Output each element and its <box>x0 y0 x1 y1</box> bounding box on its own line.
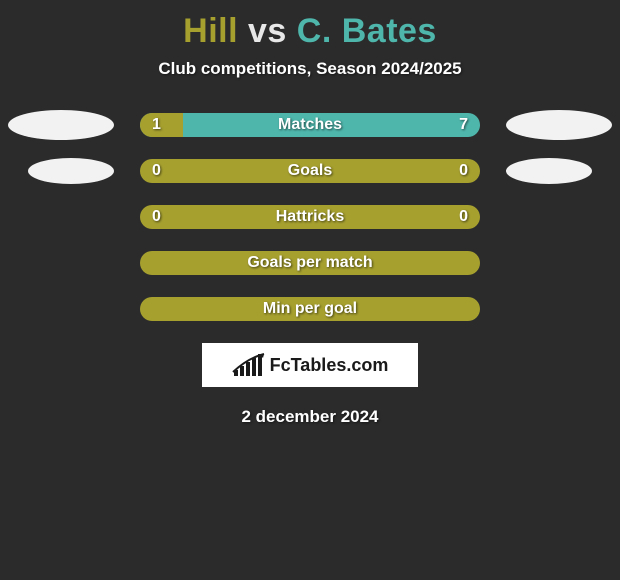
stat-label: Min per goal <box>140 297 480 321</box>
stat-value-right: 7 <box>459 113 468 137</box>
logo-text: FcTables.com <box>270 355 389 376</box>
logo-box: FcTables.com <box>202 343 418 387</box>
stat-bar: Goals per match <box>140 251 480 275</box>
stat-bar: Min per goal <box>140 297 480 321</box>
stat-label: Goals per match <box>140 251 480 275</box>
subtitle: Club competitions, Season 2024/2025 <box>0 59 620 79</box>
player2-badge <box>506 158 592 184</box>
date-text: 2 december 2024 <box>0 407 620 427</box>
stats-container: Matches17Goals00Hattricks00Goals per mat… <box>0 113 620 321</box>
player1-badge <box>28 158 114 184</box>
stat-row: Hattricks0 0 <box>0 205 620 229</box>
player1-badge <box>8 110 114 140</box>
vs-separator: vs <box>248 12 287 50</box>
stat-row: Min per goal <box>0 297 620 321</box>
stat-value-right: 0 <box>459 159 468 183</box>
stat-value-right: 0 <box>459 205 468 229</box>
stat-row: Goals per match <box>0 251 620 275</box>
stat-row: Matches1 7 <box>0 113 620 137</box>
player2-name: C. Bates <box>297 12 437 50</box>
comparison-title: Hill vs C. Bates <box>0 0 620 51</box>
stat-label: Goals <box>140 159 480 183</box>
stat-bar: Hattricks0 0 <box>140 205 480 229</box>
player1-name: Hill <box>183 12 238 50</box>
player2-badge <box>506 110 612 140</box>
stat-bar: Goals0 0 <box>140 159 480 183</box>
stat-value-left: 0 <box>152 205 161 229</box>
stat-label: Matches <box>140 113 480 137</box>
stat-value-left: 1 <box>152 113 161 137</box>
stat-row: Goals0 0 <box>0 159 620 183</box>
stat-bar: Matches1 7 <box>140 113 480 137</box>
fctables-logo-icon <box>232 352 266 378</box>
stat-value-left: 0 <box>152 159 161 183</box>
stat-label: Hattricks <box>140 205 480 229</box>
